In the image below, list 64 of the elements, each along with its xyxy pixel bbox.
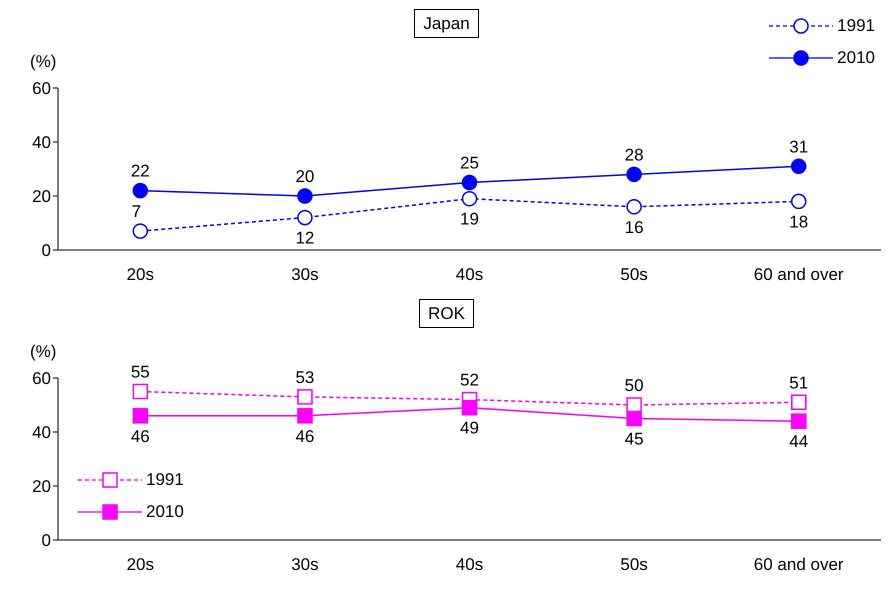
data-label: 19 bbox=[460, 210, 479, 229]
data-label: 45 bbox=[624, 430, 644, 448]
point bbox=[132, 384, 148, 400]
point bbox=[790, 413, 806, 429]
data-label: 51 bbox=[789, 373, 808, 392]
data-label: 25 bbox=[460, 154, 479, 172]
point bbox=[132, 408, 148, 424]
y-tick-label: 40 bbox=[32, 423, 51, 442]
y-tick-label: 40 bbox=[32, 133, 51, 152]
y-axis-title: (%) bbox=[30, 52, 56, 72]
point bbox=[626, 166, 642, 182]
point bbox=[297, 188, 313, 204]
x-tick-label: 40s bbox=[456, 555, 484, 574]
data-label: 18 bbox=[789, 212, 808, 232]
data-label: 52 bbox=[460, 370, 479, 390]
x-tick-label: 60 and over bbox=[754, 265, 844, 284]
y-tick-label: 20 bbox=[32, 477, 51, 496]
point bbox=[132, 182, 148, 198]
point bbox=[790, 194, 806, 210]
data-label: 46 bbox=[295, 426, 314, 446]
data-label: 31 bbox=[789, 137, 808, 156]
y-tick-label: 0 bbox=[42, 531, 51, 550]
data-label: 22 bbox=[130, 162, 150, 181]
point bbox=[462, 400, 478, 416]
chart-title: Japan bbox=[414, 9, 479, 38]
y-axis-title: (%) bbox=[30, 342, 56, 362]
x-tick-label: 20s bbox=[126, 265, 154, 284]
legend-label: 2010 bbox=[837, 48, 875, 68]
point bbox=[790, 394, 806, 410]
point bbox=[626, 199, 642, 215]
x-tick-label: 30s bbox=[291, 555, 319, 574]
x-tick-label: 60 and over bbox=[754, 555, 844, 574]
chart-title: ROK bbox=[419, 299, 474, 328]
data-label: 46 bbox=[130, 426, 150, 446]
y-tick-label: 60 bbox=[32, 369, 51, 388]
legend-label: 1991 bbox=[837, 16, 875, 36]
x-tick-label: 20s bbox=[126, 555, 154, 574]
data-label: 7 bbox=[132, 202, 142, 222]
data-label: 53 bbox=[295, 368, 314, 387]
point bbox=[297, 408, 313, 424]
point bbox=[462, 174, 478, 190]
y-tick-label: 60 bbox=[32, 79, 51, 98]
data-label: 12 bbox=[295, 228, 314, 248]
data-label: 28 bbox=[624, 145, 644, 164]
point bbox=[132, 223, 148, 239]
point bbox=[790, 158, 806, 174]
y-tick-label: 20 bbox=[32, 187, 51, 206]
data-label: 44 bbox=[789, 432, 808, 452]
data-label: 16 bbox=[624, 218, 644, 237]
data-label: 49 bbox=[460, 418, 479, 438]
x-tick-label: 40s bbox=[456, 265, 484, 284]
data-label: 55 bbox=[130, 362, 150, 382]
x-tick-label: 50s bbox=[620, 555, 648, 574]
x-tick-label: 30s bbox=[291, 265, 319, 284]
point bbox=[462, 190, 478, 206]
legend-label: 1991 bbox=[146, 470, 184, 490]
legend-label: 2010 bbox=[146, 502, 184, 522]
data-label: 50 bbox=[624, 376, 644, 395]
x-tick-label: 50s bbox=[620, 265, 648, 284]
data-label: 20 bbox=[295, 167, 314, 186]
point bbox=[297, 210, 313, 226]
point bbox=[626, 410, 642, 426]
y-tick-label: 0 bbox=[42, 241, 51, 260]
point bbox=[297, 389, 313, 405]
